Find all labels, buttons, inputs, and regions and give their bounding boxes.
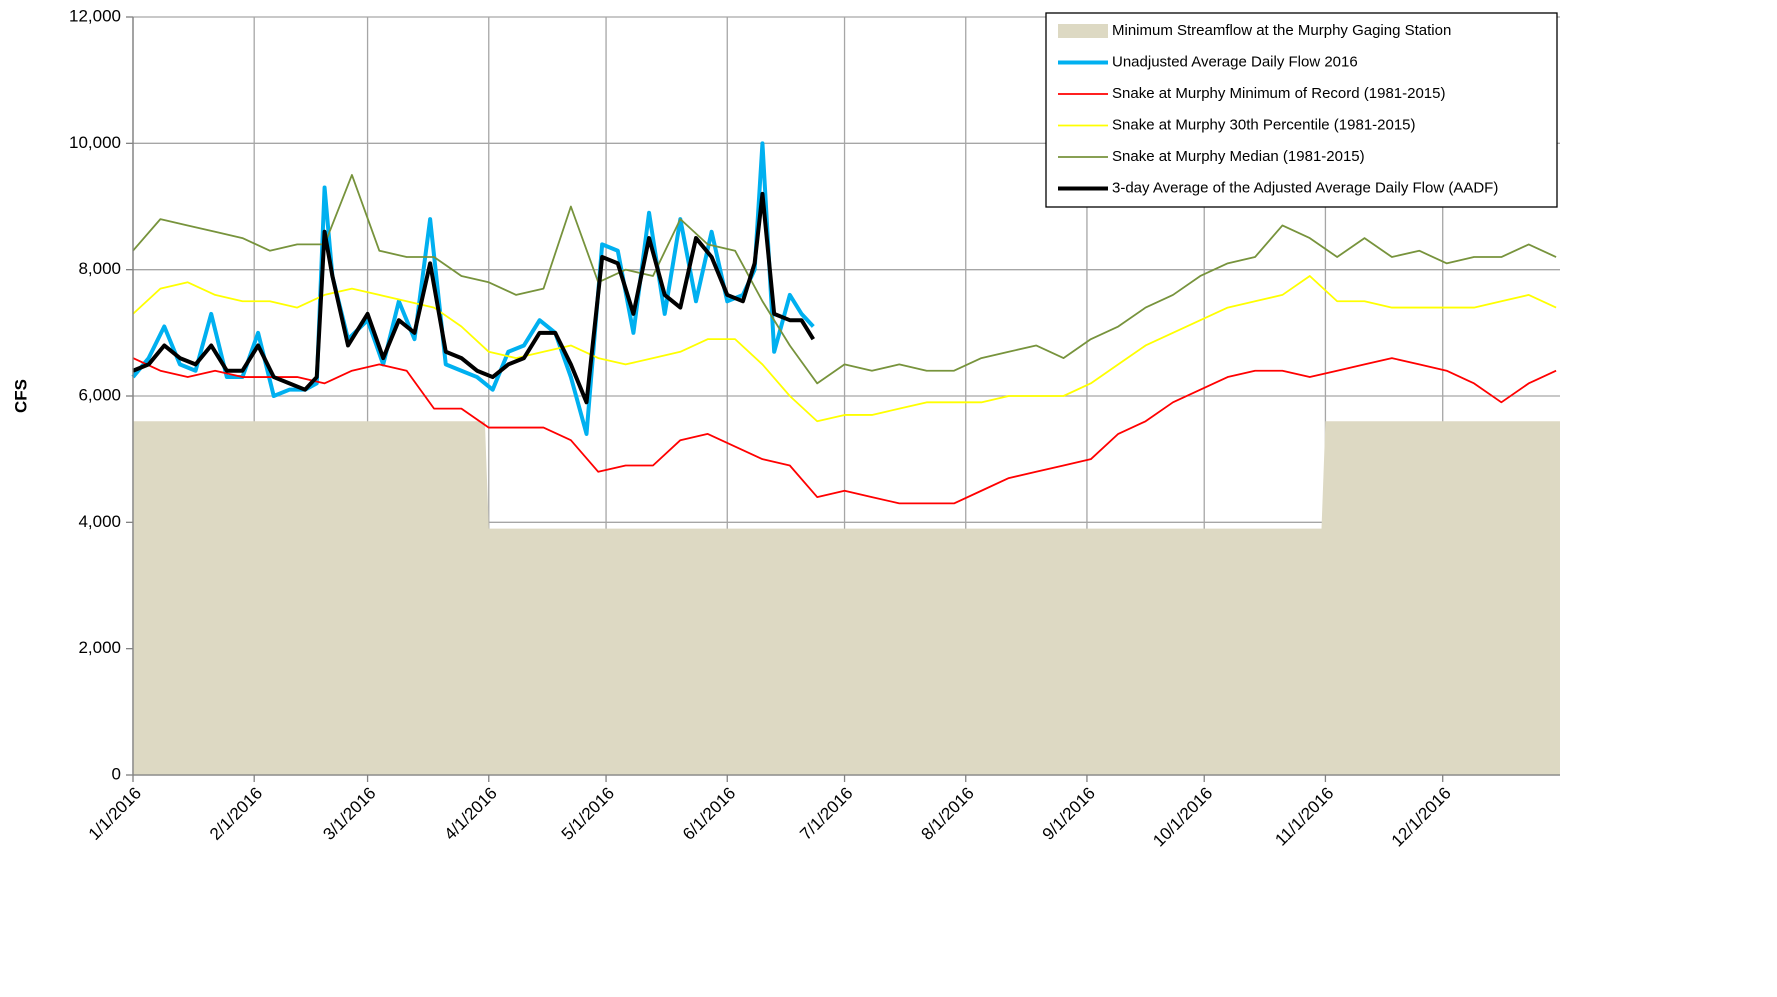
legend-swatch xyxy=(1058,24,1108,38)
legend-label: Unadjusted Average Daily Flow 2016 xyxy=(1112,53,1358,70)
y-tick-label: 8,000 xyxy=(78,259,121,278)
y-tick-label: 6,000 xyxy=(78,385,121,404)
x-tick-label: 3/1/2016 xyxy=(319,784,379,844)
line xyxy=(132,191,815,405)
legend-box xyxy=(1045,12,1558,208)
y-tick-label: 2,000 xyxy=(78,638,121,657)
x-tick-label: 8/1/2016 xyxy=(918,784,978,844)
x-tick-label: 10/1/2016 xyxy=(1149,784,1216,851)
line xyxy=(131,141,815,436)
legend-label: Snake at Murphy Minimum of Record (1981-… xyxy=(1112,85,1446,102)
x-tick-label: 6/1/2016 xyxy=(679,784,739,844)
x-tick-label: 9/1/2016 xyxy=(1039,784,1099,844)
line xyxy=(132,174,1557,385)
line xyxy=(132,275,1557,423)
x-tick-label: 12/1/2016 xyxy=(1388,784,1455,851)
legend: Minimum Streamflow at the Murphy Gaging … xyxy=(1045,12,1558,208)
y-tick-label: 12,000 xyxy=(69,6,121,25)
legend-label: Snake at Murphy 30th Percentile (1981-20… xyxy=(1112,116,1416,133)
x-tick-label: 5/1/2016 xyxy=(558,784,618,844)
legend-label: 3-day Average of the Adjusted Average Da… xyxy=(1112,179,1498,196)
area xyxy=(133,421,1560,775)
x-tick-label: 1/1/2016 xyxy=(85,784,145,844)
legend-label: Minimum Streamflow at the Murphy Gaging … xyxy=(1112,22,1451,39)
legend-label: Snake at Murphy Median (1981-2015) xyxy=(1112,148,1365,165)
y-tick-label: 10,000 xyxy=(69,133,121,152)
x-tick-label: 4/1/2016 xyxy=(441,784,501,844)
line xyxy=(132,357,1557,505)
x-tick-label: 11/1/2016 xyxy=(1271,784,1337,850)
y-tick-label: 0 xyxy=(112,764,121,783)
y-axis-label: CFS xyxy=(11,379,30,413)
y-tick-label: 4,000 xyxy=(78,512,121,531)
x-tick-label: 2/1/2016 xyxy=(206,784,266,844)
x-tick-label: 7/1/2016 xyxy=(796,784,856,844)
